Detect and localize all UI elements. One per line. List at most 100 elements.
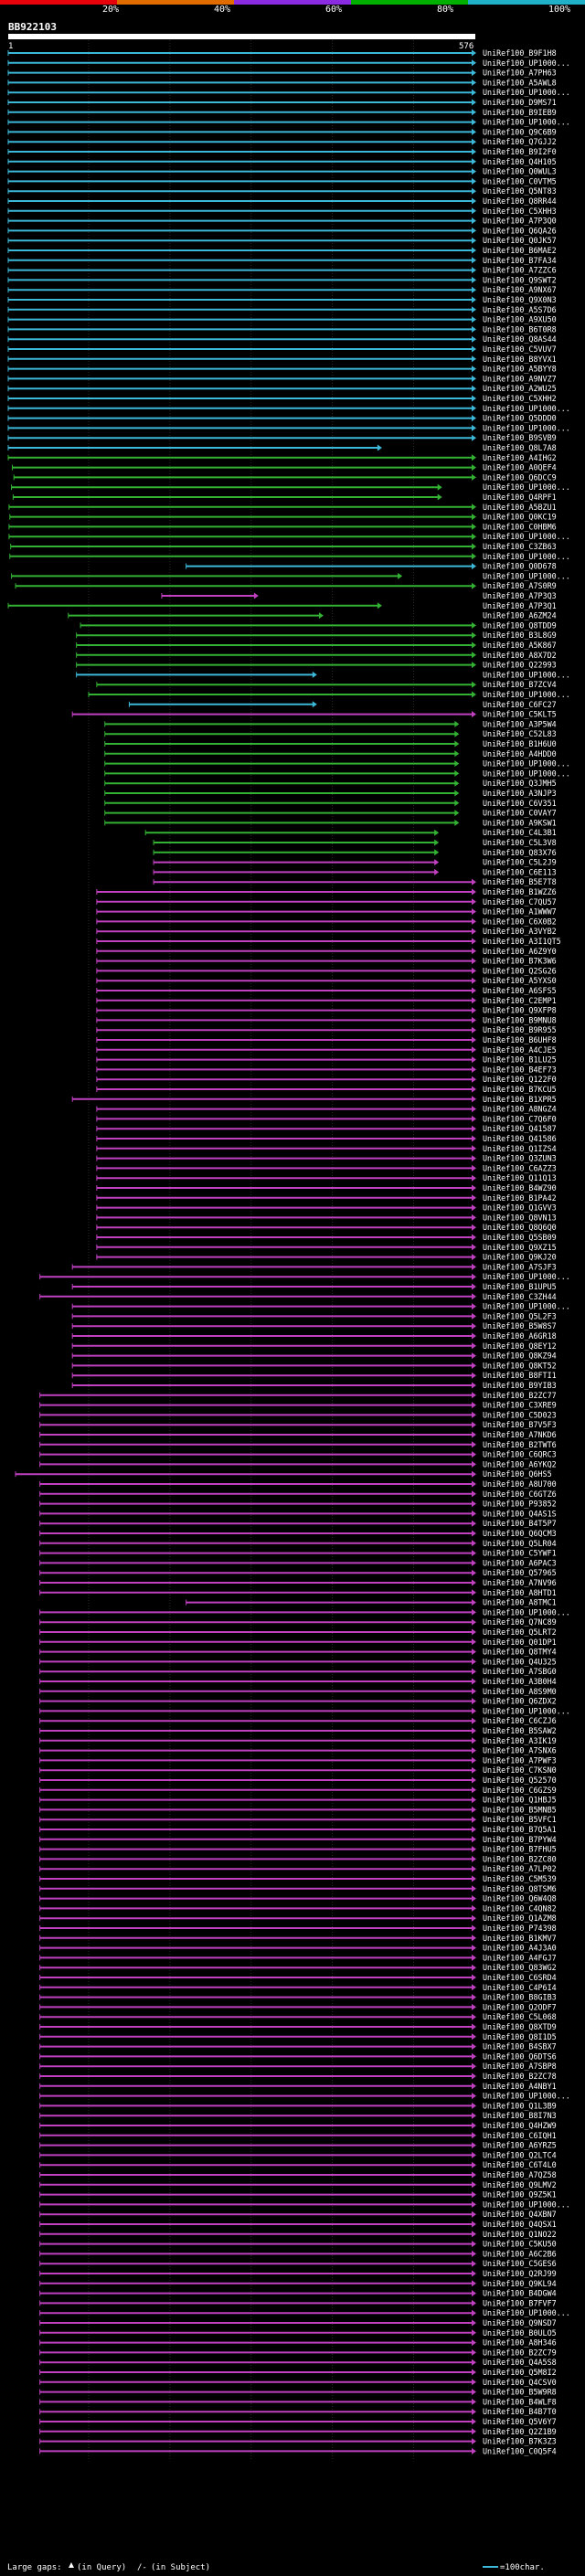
hit-label[interactable]: UniRef100_B2TWT6 [483, 1440, 557, 1449]
hit-label[interactable]: UniRef100_A7P3Q0 [483, 217, 557, 226]
hit-label[interactable]: UniRef100_A8HTD1 [483, 1588, 557, 1597]
hit-label[interactable]: UniRef100_UP1000... [483, 769, 570, 778]
hit-label[interactable]: UniRef100_Q6QCM3 [483, 1529, 557, 1538]
hit-label[interactable]: UniRef100_C5D023 [483, 1410, 557, 1419]
hit-label[interactable]: UniRef100_B7FVF7 [483, 2298, 557, 2307]
hit-label[interactable]: UniRef100_C5YWF1 [483, 1549, 557, 1558]
hit-label[interactable]: UniRef100_Q1L3B9 [483, 2101, 557, 2110]
hit-label[interactable]: UniRef100_A9NVZ7 [483, 374, 557, 383]
hit-label[interactable]: UniRef100_B1H6U0 [483, 739, 557, 748]
hit-label[interactable]: UniRef100_Q5SB09 [483, 1233, 557, 1242]
hit-label[interactable]: UniRef100_A3P5W4 [483, 719, 557, 728]
hit-label[interactable]: UniRef100_C6AZZ3 [483, 1163, 557, 1172]
hit-label[interactable]: UniRef100_A7NKD6 [483, 1430, 557, 1439]
hit-label[interactable]: UniRef100_B2ZC77 [483, 1391, 557, 1400]
hit-label[interactable]: UniRef100_Q1GVV3 [483, 1203, 557, 1213]
hit-label[interactable]: UniRef100_Q8KZ94 [483, 1352, 557, 1361]
hit-label[interactable]: UniRef100_Q8XTD9 [483, 2022, 557, 2031]
hit-label[interactable]: UniRef100_Q4U325 [483, 1657, 557, 1666]
hit-label[interactable]: UniRef100_C5XHH3 [483, 207, 557, 216]
hit-label[interactable]: UniRef100_C5GES6 [483, 2259, 557, 2268]
hit-label[interactable]: UniRef100_UP1000... [483, 2200, 570, 2209]
hit-label[interactable]: UniRef100_B3L8G9 [483, 631, 557, 640]
hit-label[interactable]: UniRef100_A2WU25 [483, 384, 557, 393]
hit-label[interactable]: UniRef100_C5L2J9 [483, 858, 557, 867]
hit-label[interactable]: UniRef100_Q52570 [483, 1776, 557, 1785]
hit-label[interactable]: UniRef100_B7Q5A1 [483, 1825, 557, 1834]
hit-label[interactable]: UniRef100_Q6W4Q8 [483, 1894, 557, 1903]
hit-label[interactable]: UniRef100_Q41587 [483, 1124, 557, 1133]
hit-label[interactable]: UniRef100_Q8TSM6 [483, 1884, 557, 1893]
hit-label[interactable]: UniRef100_B7FHU5 [483, 1845, 557, 1854]
hit-label[interactable]: UniRef100_A1WWW7 [483, 907, 557, 917]
hit-label[interactable]: UniRef100_B4SBX7 [483, 2042, 557, 2051]
hit-label[interactable]: UniRef100_Q1IZS4 [483, 1144, 557, 1153]
hit-label[interactable]: UniRef100_Q5M8I2 [483, 2368, 557, 2377]
hit-label[interactable]: UniRef100_B4B7T0 [483, 2407, 557, 2416]
hit-label[interactable]: UniRef100_A5BZU1 [483, 503, 557, 512]
hit-label[interactable]: UniRef100_A7SBG0 [483, 1667, 557, 1676]
hit-label[interactable]: UniRef100_B4DGW4 [483, 2289, 557, 2298]
hit-label[interactable]: UniRef100_B8GIB3 [483, 1993, 557, 2002]
hit-label[interactable]: UniRef100_A4NBY1 [483, 2082, 557, 2091]
hit-label[interactable]: UniRef100_UP1000... [483, 552, 570, 561]
hit-label[interactable]: UniRef100_C3ZH44 [483, 1292, 557, 1301]
hit-label[interactable]: UniRef100_C7QU57 [483, 897, 557, 906]
hit-label[interactable]: UniRef100_B7ZCV4 [483, 680, 557, 689]
hit-label[interactable]: UniRef100_UP1000... [483, 690, 570, 699]
hit-label[interactable]: UniRef100_B5W9R8 [483, 2388, 557, 2397]
hit-label[interactable]: UniRef100_A9KSW1 [483, 818, 557, 827]
hit-label[interactable]: UniRef100_A7NV96 [483, 1578, 557, 1587]
hit-label[interactable]: UniRef100_B5VFC1 [483, 1815, 557, 1824]
hit-label[interactable]: UniRef100_A7SBP8 [483, 2062, 557, 2071]
hit-label[interactable]: UniRef100_Q6DCC9 [483, 472, 557, 482]
hit-label[interactable]: UniRef100_B5E7T8 [483, 877, 557, 886]
hit-label[interactable]: UniRef100_A7ZZC6 [483, 266, 557, 275]
hit-label[interactable]: UniRef100_Q83WG2 [483, 1963, 557, 1972]
hit-label[interactable]: UniRef100_A6C2B6 [483, 2249, 557, 2258]
hit-label[interactable]: UniRef100_D9MS71 [483, 98, 557, 107]
hit-label[interactable]: UniRef100_C5KU50 [483, 2240, 557, 2249]
hit-label[interactable]: UniRef100_A4HDD0 [483, 749, 557, 758]
hit-label[interactable]: UniRef100_Q22993 [483, 661, 557, 670]
hit-label[interactable]: UniRef100_Q0KC19 [483, 513, 557, 522]
hit-label[interactable]: UniRef100_Q9KJ20 [483, 1253, 557, 1262]
hit-label[interactable]: UniRef100_Q2LTC4 [483, 2150, 557, 2159]
hit-label[interactable]: UniRef100_A8NGZ4 [483, 1105, 557, 1114]
hit-label[interactable]: UniRef100_Q4AS1S [483, 1509, 557, 1518]
hit-label[interactable]: UniRef100_A0QEF4 [483, 463, 557, 472]
hit-label[interactable]: UniRef100_Q57965 [483, 1568, 557, 1577]
hit-label[interactable]: UniRef100_C2EMP1 [483, 996, 557, 1005]
hit-label[interactable]: UniRef100_Q11Q13 [483, 1173, 557, 1182]
hit-label[interactable]: UniRef100_Q4RPF1 [483, 493, 557, 502]
hit-label[interactable]: UniRef100_B6MAE2 [483, 246, 557, 255]
hit-label[interactable]: UniRef100_Q5L2F3 [483, 1311, 557, 1320]
hit-label[interactable]: UniRef100_B9R955 [483, 1025, 557, 1034]
hit-label[interactable]: UniRef100_C6QRC3 [483, 1450, 557, 1459]
hit-label[interactable]: UniRef100_B5MNB5 [483, 1805, 557, 1814]
hit-label[interactable]: UniRef100_A6ZM24 [483, 611, 557, 620]
hit-label[interactable]: UniRef100_A5BYY8 [483, 365, 557, 374]
hit-label[interactable]: UniRef100_B7V5F3 [483, 1420, 557, 1429]
hit-label[interactable]: UniRef100_A8TMC1 [483, 1598, 557, 1607]
hit-label[interactable]: UniRef100_Q8RR44 [483, 196, 557, 206]
hit-label[interactable]: UniRef100_A3B0H4 [483, 1677, 557, 1686]
hit-label[interactable]: UniRef100_C5L068 [483, 2012, 557, 2021]
hit-label[interactable]: UniRef100_Q7NC89 [483, 1617, 557, 1627]
hit-label[interactable]: UniRef100_C3XRE9 [483, 1401, 557, 1410]
hit-label[interactable]: UniRef100_C6FC27 [483, 700, 557, 709]
hit-label[interactable]: UniRef100_Q01DP1 [483, 1638, 557, 1647]
hit-label[interactable]: UniRef100_C6GZS9 [483, 1786, 557, 1795]
hit-label[interactable]: UniRef100_UP1000... [483, 118, 570, 127]
hit-label[interactable]: UniRef100_Q6DTS6 [483, 2051, 557, 2061]
hit-label[interactable]: UniRef100_A7LP02 [483, 1864, 557, 1873]
hit-label[interactable]: UniRef100_Q1HBJ5 [483, 1796, 557, 1805]
hit-label[interactable]: UniRef100_C0VTM5 [483, 176, 557, 186]
hit-label[interactable]: UniRef100_B9F1H8 [483, 48, 557, 58]
hit-label[interactable]: UniRef100_A7P3Q1 [483, 601, 557, 610]
hit-label[interactable]: UniRef100_C0HBM6 [483, 522, 557, 531]
hit-label[interactable]: UniRef100_Q0WUL3 [483, 167, 557, 176]
hit-label[interactable]: UniRef100_UP1000... [483, 571, 570, 580]
hit-label[interactable]: UniRef100_B9I2F0 [483, 147, 557, 156]
hit-label[interactable]: UniRef100_A6SFS5 [483, 986, 557, 995]
